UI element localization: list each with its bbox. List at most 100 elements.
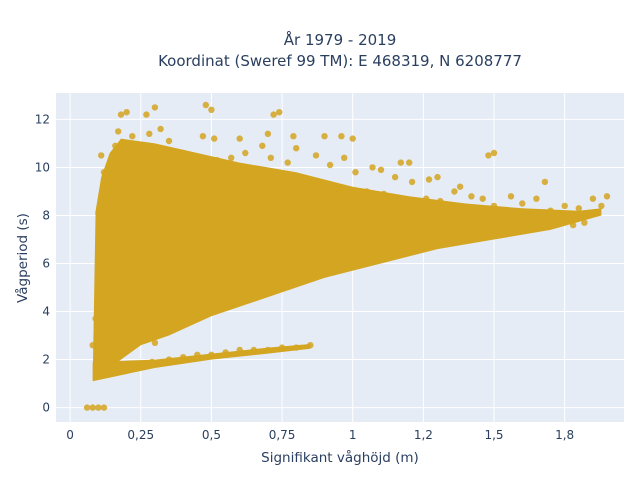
- data-point: [293, 197, 300, 205]
- data-point: [222, 212, 229, 219]
- data-point: [165, 137, 173, 145]
- data-point: [112, 303, 119, 310]
- data-point: [117, 111, 125, 118]
- data-point: [569, 221, 577, 229]
- data-point: [307, 342, 314, 349]
- x-axis-ticks: 0 0,25 0,5 0,75 1 1,2 1,5 1,8: [66, 428, 574, 442]
- data-point: [406, 202, 413, 210]
- data-point: [123, 109, 130, 116]
- data-point: [276, 267, 283, 274]
- data-point: [163, 267, 170, 274]
- point-band-low-period: [92, 344, 311, 382]
- data-point: [154, 159, 161, 166]
- data-point: [168, 296, 176, 303]
- data-point: [140, 173, 147, 181]
- data-point: [335, 236, 342, 243]
- data-point: [391, 173, 399, 181]
- chart-title-line-1: År 1979 - 2019: [284, 30, 397, 49]
- data-point: [310, 229, 317, 236]
- data-point: [456, 183, 464, 190]
- data-point: [490, 202, 498, 210]
- data-point: [264, 130, 272, 137]
- data-point: [182, 173, 190, 181]
- data-point: [369, 164, 376, 171]
- data-point: [236, 346, 243, 354]
- data-point: [264, 346, 272, 354]
- data-point: [236, 176, 243, 183]
- x-tick-label: 1,8: [555, 428, 574, 442]
- data-point: [109, 356, 116, 363]
- data-point: [304, 205, 311, 212]
- data-point: [295, 176, 303, 183]
- data-point: [259, 142, 266, 149]
- data-point: [208, 351, 215, 358]
- data-point: [561, 202, 568, 210]
- data-point: [462, 207, 469, 214]
- data-point: [363, 231, 370, 238]
- data-point: [439, 221, 447, 229]
- y-tick-label: 6: [42, 257, 50, 271]
- data-point: [180, 205, 187, 212]
- data-point: [89, 404, 96, 411]
- y-tick-label: 2: [42, 353, 50, 367]
- data-point: [109, 277, 116, 284]
- data-point: [143, 226, 150, 234]
- data-point: [168, 238, 176, 246]
- data-point: [267, 269, 274, 277]
- y-tick-label: 8: [42, 208, 50, 222]
- data-point: [196, 193, 204, 200]
- data-point: [83, 404, 91, 411]
- data-point: [437, 197, 444, 205]
- data-point: [366, 209, 373, 217]
- data-point: [134, 145, 142, 152]
- data-point: [228, 241, 235, 248]
- chart-title-line-2: Koordinat (Sweref 99 TM): E 468319, N 62…: [158, 52, 522, 70]
- data-point: [310, 181, 317, 188]
- data-point: [100, 224, 108, 231]
- data-point: [123, 332, 130, 339]
- data-point: [352, 169, 359, 176]
- data-point: [115, 241, 122, 248]
- data-point: [146, 130, 153, 137]
- data-point: [479, 195, 486, 202]
- data-point: [575, 205, 582, 212]
- data-point: [363, 188, 370, 195]
- data-point: [103, 181, 111, 188]
- data-point: [92, 315, 99, 322]
- data-point: [211, 135, 218, 142]
- data-point: [177, 317, 184, 325]
- data-point: [298, 224, 306, 231]
- data-point: [420, 219, 427, 226]
- data-point: [290, 133, 297, 140]
- data-point: [278, 238, 286, 246]
- data-point: [165, 325, 173, 332]
- data-point: [338, 212, 345, 219]
- data-point: [225, 269, 232, 277]
- data-point: [100, 293, 108, 301]
- data-point: [148, 358, 156, 366]
- data-point: [355, 197, 362, 205]
- data-point: [120, 281, 128, 289]
- data-point: [267, 154, 274, 161]
- data-point: [168, 152, 176, 159]
- y-axis-ticks: 0 2 4 6 8 10 12: [35, 112, 50, 414]
- data-point: [98, 152, 105, 159]
- data-point: [581, 219, 588, 226]
- x-tick-label: 1,5: [484, 428, 503, 442]
- data-point: [95, 404, 102, 411]
- data-point: [547, 207, 554, 214]
- data-point: [603, 193, 611, 200]
- data-point: [253, 279, 260, 286]
- x-tick-label: 1: [349, 428, 357, 442]
- data-point: [208, 301, 215, 308]
- data-point: [264, 236, 272, 243]
- data-point: [228, 154, 235, 161]
- data-point: [281, 212, 289, 219]
- data-point: [476, 214, 484, 222]
- data-point: [553, 217, 560, 224]
- data-point: [180, 149, 187, 157]
- data-point: [103, 368, 111, 375]
- data-point: [151, 339, 159, 346]
- data-point: [377, 166, 385, 173]
- data-point: [326, 161, 334, 169]
